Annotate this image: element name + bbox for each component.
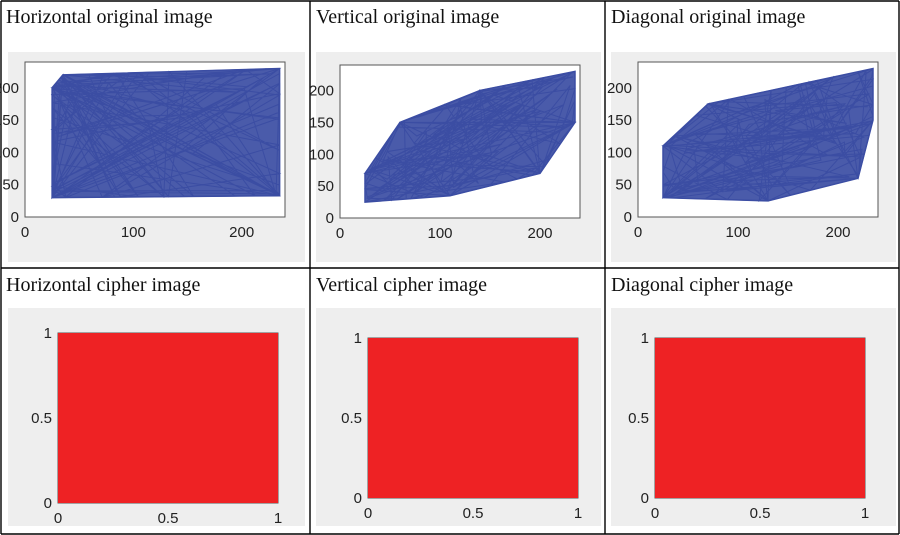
panel-vertical-cipher: Vertical cipher image 0 0.5 1 0 0.5 1 (310, 268, 605, 535)
y-tick-label: 100 (310, 146, 334, 163)
cipher-correlation-area (655, 338, 865, 498)
y-tick-label: 150 (607, 112, 632, 129)
x-tick-label: 0.5 (158, 510, 179, 527)
cipher-correlation-area (58, 333, 278, 503)
chart-horizontal-original: 0 100 200 0 50 100 150 200 (0, 52, 305, 262)
y-tick-label: 50 (2, 177, 19, 194)
x-tick-label: 0 (634, 224, 642, 241)
panel-title: Vertical original image (316, 6, 500, 28)
x-tick-label: 0 (54, 510, 62, 527)
correlation-outline (364, 70, 576, 203)
y-tick-label: 100 (0, 144, 19, 161)
y-tick-label: 150 (310, 114, 334, 131)
x-tick-label: 0.5 (750, 505, 771, 522)
correlation-series (661, 67, 875, 203)
correlation-outline (51, 67, 281, 199)
x-tick-label: 100 (725, 224, 750, 241)
y-tick-label: 0 (624, 209, 632, 226)
x-tick-label: 1 (274, 510, 282, 527)
cipher-correlation-area (368, 338, 578, 498)
chart-horizontal-cipher: 0 0.5 1 0 0.5 1 (8, 308, 305, 527)
chart-diagonal-cipher: 0 0.5 1 0 0.5 1 (611, 308, 896, 526)
panel-title: Diagonal cipher image (611, 274, 794, 296)
x-tick-label: 100 (121, 224, 146, 241)
y-tick-label: 200 (0, 80, 19, 97)
panel-title: Diagonal original image (611, 6, 806, 28)
y-tick-label: 0.5 (341, 410, 362, 427)
chart-diagonal-original: 0 100 200 0 50 100 150 200 (607, 52, 896, 262)
x-tick-label: 0.5 (463, 505, 484, 522)
y-tick-label: 0.5 (31, 410, 52, 427)
x-tick-label: 0 (651, 505, 659, 522)
y-tick-label: 0 (641, 490, 649, 507)
x-tick-label: 200 (527, 225, 552, 242)
y-tick-label: 0 (44, 495, 52, 512)
y-tick-label: 150 (0, 112, 19, 129)
correlation-series (363, 70, 577, 203)
x-tick-label: 1 (861, 505, 869, 522)
x-tick-label: 200 (825, 224, 850, 241)
y-tick-label: 50 (317, 178, 334, 195)
panel-horizontal-original: Horizontal original image 0 100 200 0 50 100 1… (0, 0, 310, 268)
panel-title: Horizontal cipher image (6, 274, 201, 296)
panel-title: Horizontal original image (6, 6, 213, 28)
correlation-line (661, 67, 875, 203)
x-tick-label: 1 (574, 505, 582, 522)
y-tick-label: 1 (354, 330, 362, 347)
correlation-line (363, 70, 577, 203)
x-tick-label: 200 (229, 224, 254, 241)
correlation-series (50, 67, 282, 200)
panel-title: Vertical cipher image (316, 274, 488, 296)
y-tick-label: 0.5 (628, 410, 649, 427)
panel-vertical-original: Vertical original image 0 100 200 0 50 100 150… (310, 0, 605, 268)
y-tick-label: 50 (615, 177, 632, 194)
y-tick-label: 0 (354, 490, 362, 507)
panel-diagonal-original: Diagonal original image 0 100 200 0 50 100 150… (605, 0, 900, 268)
panel-horizontal-cipher: Horizontal cipher image 0 0.5 1 0 0.5 1 (0, 268, 310, 535)
chart-vertical-original: 0 100 200 0 50 100 150 200 (310, 52, 601, 262)
chart-vertical-cipher: 0 0.5 1 0 0.5 1 (316, 308, 601, 526)
y-tick-label: 1 (641, 330, 649, 347)
y-tick-label: 0 (11, 209, 19, 226)
y-tick-label: 1 (44, 325, 52, 342)
x-tick-label: 0 (21, 224, 29, 241)
panel-diagonal-cipher: Diagonal cipher image 0 0.5 1 0 0.5 1 (605, 268, 900, 535)
y-tick-label: 100 (607, 144, 632, 161)
y-tick-label: 0 (326, 210, 334, 227)
x-tick-label: 0 (364, 505, 372, 522)
correlation-outline (662, 67, 874, 202)
y-tick-label: 200 (310, 83, 334, 100)
x-tick-label: 0 (336, 225, 344, 242)
y-tick-label: 200 (607, 80, 632, 97)
x-tick-label: 100 (427, 225, 452, 242)
